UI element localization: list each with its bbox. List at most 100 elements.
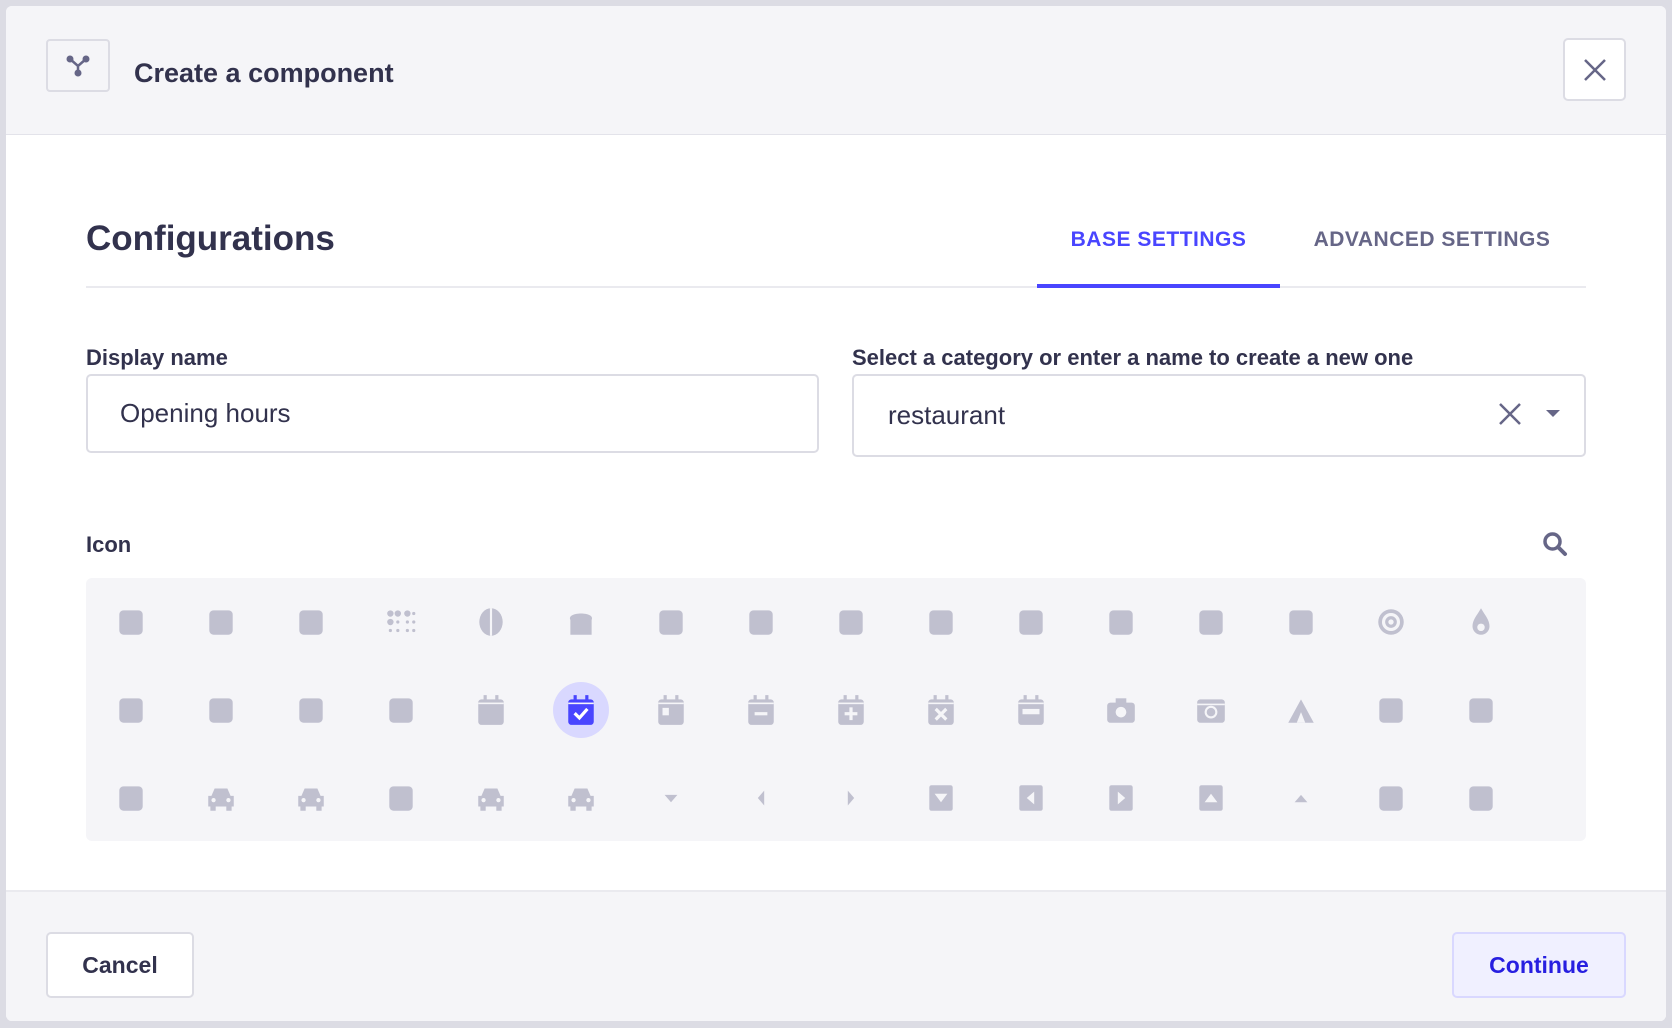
modal-footer: Cancel Continue	[6, 890, 1666, 1021]
icon-option-calculator[interactable]	[356, 666, 446, 754]
clear-icon[interactable]	[1498, 402, 1522, 426]
calendar-minus-icon	[733, 682, 789, 738]
icon-option-bullseye[interactable]	[1346, 578, 1436, 666]
icon-option-calendar-check[interactable]	[536, 666, 626, 754]
icon-option-carrot[interactable]	[1346, 754, 1436, 842]
icon-option-candy-cane[interactable]	[1346, 666, 1436, 754]
car-icon	[193, 770, 249, 826]
burn-icon	[1453, 594, 1509, 650]
close-icon	[1583, 58, 1606, 81]
brush-icon	[1003, 594, 1059, 650]
icon-option-caret-left[interactable]	[716, 754, 806, 842]
calendar-plus-icon	[823, 682, 879, 738]
icon-option-caret-up[interactable]	[1256, 754, 1346, 842]
icon-option-car-alt[interactable]	[266, 754, 356, 842]
candy-cane-icon	[1363, 682, 1419, 738]
icon-option-calendar-week[interactable]	[986, 666, 1076, 754]
cancel-button[interactable]: Cancel	[46, 932, 194, 998]
bus-icon	[103, 682, 159, 738]
icon-option-car-crash[interactable]	[446, 754, 536, 842]
icon-option-cannabis[interactable]	[1436, 666, 1526, 754]
category-combobox[interactable]: restaurant	[852, 374, 1586, 457]
icon-option-caret-square-down[interactable]	[896, 754, 986, 842]
box-icon	[103, 594, 159, 650]
icon-option-briefcase[interactable]	[626, 578, 716, 666]
icon-option-brain[interactable]	[446, 578, 536, 666]
icon-option-calendar-times[interactable]	[896, 666, 986, 754]
icon-option-building[interactable]	[1166, 578, 1256, 666]
caret-down-icon	[643, 770, 699, 826]
broadcast-tower-icon	[823, 594, 879, 650]
section-heading: Configurations	[86, 219, 335, 258]
icon-option-calendar-plus[interactable]	[806, 666, 896, 754]
icon-option-calendar-day[interactable]	[626, 666, 716, 754]
icon-option-caret-square-up[interactable]	[1166, 754, 1256, 842]
icon-option-bus[interactable]	[86, 666, 176, 754]
icon-option-calendar[interactable]	[446, 666, 536, 754]
caret-right-icon	[823, 770, 879, 826]
active-tab-indicator	[1037, 284, 1280, 288]
tab-base-settings[interactable]: BASE SETTINGS	[1070, 228, 1247, 251]
icon-option-caret-square-right[interactable]	[1076, 754, 1166, 842]
broom-icon	[913, 594, 969, 650]
display-name-input[interactable]: Opening hours	[86, 374, 819, 453]
icon-option-camera[interactable]	[1076, 666, 1166, 754]
icon-option-bus-alt[interactable]	[176, 666, 266, 754]
close-button[interactable]	[1563, 38, 1626, 101]
bus-alt-icon	[193, 682, 249, 738]
icon-option-burn[interactable]	[1436, 578, 1526, 666]
icon-option-bullhorn[interactable]	[1256, 578, 1346, 666]
icon-option-car-side[interactable]	[536, 754, 626, 842]
icon-option-boxes[interactable]	[266, 578, 356, 666]
camera-retro-icon	[1183, 682, 1239, 738]
icon-option-capsules[interactable]	[86, 754, 176, 842]
cannabis-icon	[1453, 682, 1509, 738]
icon-option-campground[interactable]	[1256, 666, 1346, 754]
icon-option-broom[interactable]	[896, 578, 986, 666]
icon-option-broadcast-tower[interactable]	[806, 578, 896, 666]
icon-option-camera-retro[interactable]	[1166, 666, 1256, 754]
icon-option-bread-slice[interactable]	[536, 578, 626, 666]
icon-option-box[interactable]	[86, 578, 176, 666]
chevron-down-icon[interactable]	[1546, 410, 1560, 417]
category-label: Select a category or enter a name to cre…	[852, 345, 1414, 370]
modal-title: Create a component	[134, 58, 394, 88]
briefcase-icon	[643, 594, 699, 650]
business-time-icon	[283, 682, 339, 738]
search-icon[interactable]	[1542, 531, 1568, 557]
icon-option-car-battery[interactable]	[356, 754, 446, 842]
calendar-check-icon	[553, 682, 609, 738]
category-value: restaurant	[888, 400, 1006, 430]
calendar-week-icon	[1003, 682, 1059, 738]
camera-icon	[1093, 682, 1149, 738]
calculator-icon	[373, 682, 429, 738]
icon-option-brush[interactable]	[986, 578, 1076, 666]
icon-option-caret-right[interactable]	[806, 754, 896, 842]
cart-arrow-down-icon	[1453, 770, 1509, 826]
continue-button[interactable]: Continue	[1452, 932, 1626, 998]
icon-grid	[86, 578, 1586, 842]
icon-option-briefcase-medical[interactable]	[716, 578, 806, 666]
icon-option-caret-down[interactable]	[626, 754, 716, 842]
brain-icon	[463, 594, 519, 650]
bullhorn-icon	[1273, 594, 1329, 650]
icon-option-calendar-minus[interactable]	[716, 666, 806, 754]
icon-option-cart-arrow-down[interactable]	[1436, 754, 1526, 842]
icon-option-box-open[interactable]	[176, 578, 266, 666]
icon-option-caret-square-left[interactable]	[986, 754, 1076, 842]
create-component-modal: Create a component Configurations BASE S…	[6, 6, 1666, 1021]
caret-square-left-icon	[1003, 770, 1059, 826]
box-open-icon	[193, 594, 249, 650]
car-alt-icon	[283, 770, 339, 826]
display-name-label: Display name	[86, 345, 228, 370]
caret-square-right-icon	[1093, 770, 1149, 826]
icon-label: Icon	[86, 532, 132, 557]
tab-advanced-settings[interactable]: ADVANCED SETTINGS	[1313, 228, 1551, 251]
icon-option-bug[interactable]	[1076, 578, 1166, 666]
calendar-times-icon	[913, 682, 969, 738]
tab-bar	[86, 286, 1586, 288]
icon-option-braille[interactable]	[356, 578, 446, 666]
icon-option-car[interactable]	[176, 754, 266, 842]
icon-option-business-time[interactable]	[266, 666, 356, 754]
bread-slice-icon	[553, 594, 609, 650]
